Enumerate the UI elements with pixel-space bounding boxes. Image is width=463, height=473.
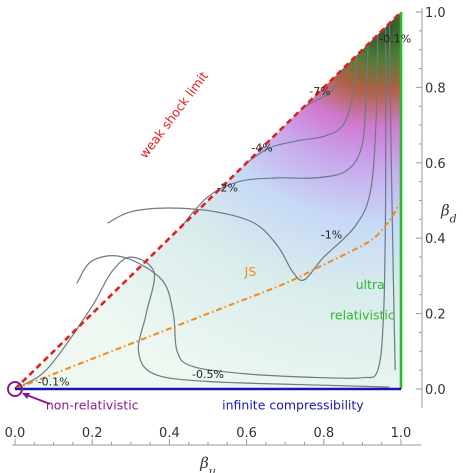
annotation-label: non-relativistic xyxy=(46,398,139,413)
contour-line xyxy=(107,34,379,281)
axes: 0.0 0.2 0.4 0.6 0.8 1.0 0.0 0.2 0.4 0.6 0.8 1.0 βu βd xyxy=(5,6,457,473)
x-tick-label: 0.4 xyxy=(159,426,180,441)
annotation-label: JS xyxy=(244,264,257,279)
x-tick-label: 1.0 xyxy=(391,426,412,441)
y-tick-label: 0.0 xyxy=(425,383,446,398)
x-tick-label: 0.0 xyxy=(5,426,26,441)
contour-label: -0.1% xyxy=(38,375,70,388)
contour-label: -1% xyxy=(321,228,342,241)
contour-label: -0.5% xyxy=(192,368,224,381)
annotation-label: infinite compressibility xyxy=(222,398,364,413)
non-relativistic-arrowhead xyxy=(22,393,30,399)
x-tick-label: 0.2 xyxy=(82,426,103,441)
contour-line xyxy=(246,55,358,164)
annotation-label: ultra xyxy=(356,277,385,292)
non-relativistic-marker xyxy=(7,381,23,397)
contour-label: -7% xyxy=(309,85,330,98)
contour-lines xyxy=(22,23,396,388)
annotation-label: relativistic xyxy=(330,307,395,322)
contour-line xyxy=(76,27,387,379)
annotation-label: weak shock limit xyxy=(136,69,211,162)
contour-label: -2% xyxy=(217,181,238,194)
contour-label: -4% xyxy=(251,142,272,155)
contour-line xyxy=(304,68,344,107)
contour-line xyxy=(388,23,396,371)
x-tick-label: 0.8 xyxy=(313,426,334,441)
y-tick-label: 0.2 xyxy=(425,308,446,323)
series-lines xyxy=(7,11,403,405)
y-axis-label: βd xyxy=(440,202,457,226)
x-axis-label: βu xyxy=(199,454,216,473)
y-tick-label: 0.4 xyxy=(425,232,446,247)
contour-label: -0.1% xyxy=(379,32,411,45)
y-tick-label: 0.8 xyxy=(425,81,446,96)
series-line xyxy=(14,203,400,390)
y-tick-label: 0.6 xyxy=(425,157,446,172)
y-tick-label: 1.0 xyxy=(425,6,446,21)
contour-line xyxy=(22,256,390,388)
contour-labels: -0.1% -0.1% -0.5% -1% -2% -4% -7% xyxy=(38,32,412,388)
x-tick-label: 0.6 xyxy=(236,426,257,441)
